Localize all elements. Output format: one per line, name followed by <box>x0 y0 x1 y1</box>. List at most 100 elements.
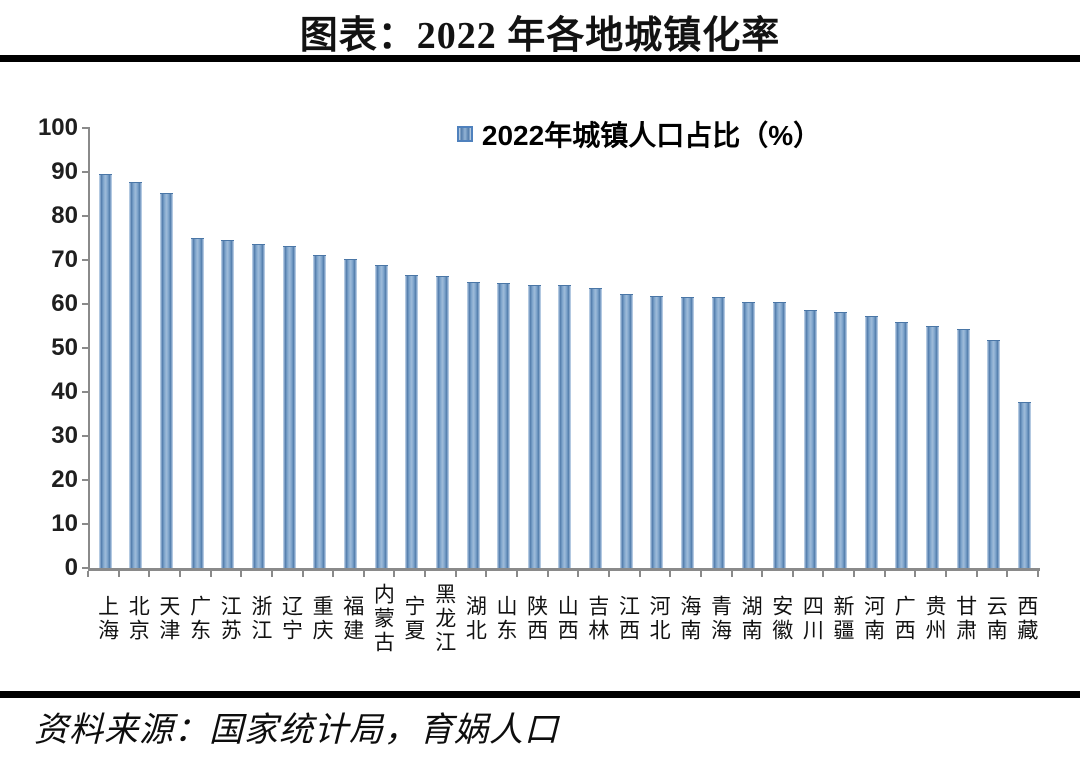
footer-divider <box>0 691 1080 698</box>
x-axis-label-江西: 江西 <box>616 595 641 643</box>
bar-slot-河南 <box>856 128 887 568</box>
x-axis-tick-mark <box>393 571 396 577</box>
x-axis-label-甘肃: 甘肃 <box>953 595 978 643</box>
bar-上海 <box>98 174 112 568</box>
x-axis-label-上海: 上海 <box>95 595 120 643</box>
x-axis-tick-mark <box>883 571 886 577</box>
bar-贵州 <box>926 325 940 568</box>
y-axis-tick-mark <box>82 303 90 305</box>
bar-天津 <box>160 192 174 568</box>
x-axis-tick-mark <box>1006 571 1009 577</box>
x-axis-tick-mark <box>975 571 978 577</box>
x-axis-label-贵州: 贵州 <box>922 595 947 643</box>
bar-slot-云南 <box>979 128 1010 568</box>
x-axis-label-北京: 北京 <box>126 595 151 643</box>
x-axis-label-湖北: 湖北 <box>463 595 488 643</box>
x-axis-label-山东: 山东 <box>493 595 518 643</box>
y-axis-tick-mark <box>82 391 90 393</box>
x-axis-tick-mark <box>945 571 948 577</box>
bar-slot-海南 <box>672 128 703 568</box>
x-axis-tick-mark <box>301 571 304 577</box>
bar-slot-宁夏 <box>396 128 427 568</box>
y-axis-tick-mark <box>82 215 90 217</box>
bar-吉林 <box>589 288 603 568</box>
x-axis-tick-mark <box>577 571 580 577</box>
plot-area <box>88 128 1040 571</box>
source-note: 资料来源：国家统计局，育娲人口 <box>34 712 559 749</box>
legend-marker-icon <box>456 126 473 142</box>
bar-西藏 <box>1018 402 1032 568</box>
x-axis-label-安徽: 安徽 <box>769 595 794 643</box>
x-axis-tick-mark <box>546 571 549 577</box>
x-axis-tick-mark <box>270 571 273 577</box>
x-axis-label-海南: 海南 <box>677 595 702 643</box>
x-axis-label-广西: 广西 <box>892 595 917 643</box>
x-axis-label-陕西: 陕西 <box>524 595 549 643</box>
y-axis-tick-label: 100 <box>37 114 78 141</box>
x-axis-tick-mark <box>87 571 89 577</box>
bar-slot-湖北 <box>458 128 489 568</box>
x-axis-label-吉林: 吉林 <box>585 595 610 643</box>
bar-slot-贵州 <box>917 128 948 568</box>
bar-slot-浙江 <box>243 128 274 568</box>
bar-slot-上海 <box>90 128 121 568</box>
y-axis-tick-label: 50 <box>51 334 78 361</box>
x-axis-tick-mark <box>730 571 733 577</box>
x-axis-label-西藏: 西藏 <box>1014 595 1039 643</box>
x-axis-label-新疆: 新疆 <box>831 595 856 643</box>
x-axis-tick-mark <box>240 571 243 577</box>
y-axis-tick-label: 80 <box>51 202 78 229</box>
bar-江苏 <box>221 239 235 568</box>
bar-宁夏 <box>405 275 419 568</box>
bar-slot-四川 <box>795 128 826 568</box>
y-axis-tick-mark <box>82 523 90 525</box>
bar-湖北 <box>466 282 480 568</box>
bar-slot-辽宁 <box>274 128 305 568</box>
x-axis-label-辽宁: 辽宁 <box>279 595 304 643</box>
bar-海南 <box>680 296 694 568</box>
x-axis-tick-mark <box>362 571 365 577</box>
y-axis-tick-mark <box>82 567 90 569</box>
bar-陕西 <box>527 285 541 568</box>
bar-湖南 <box>742 301 756 568</box>
x-axis-tick-mark <box>822 571 825 577</box>
x-axis-tick-mark <box>209 571 212 577</box>
x-axis-tick-mark <box>914 571 917 577</box>
page-title: 图表：2022 年各地城镇化率 <box>299 15 781 57</box>
x-axis-label-山西: 山西 <box>555 595 580 643</box>
x-axis-tick-mark <box>148 571 151 577</box>
x-axis-tick-mark <box>699 571 702 577</box>
bar-广西 <box>895 321 909 568</box>
x-axis-label-广东: 广东 <box>187 595 212 643</box>
x-axis-tick-mark <box>178 571 181 577</box>
bar-slot-广东 <box>182 128 213 568</box>
y-axis-tick-label: 10 <box>51 510 78 537</box>
y-axis-tick-mark <box>82 347 90 349</box>
bar-slot-湖南 <box>733 128 764 568</box>
x-axis-label-宁夏: 宁夏 <box>402 595 427 643</box>
bar-slot-福建 <box>335 128 366 568</box>
chart-legend: 2022年城镇人口占比（%） <box>88 114 1080 154</box>
x-axis-label-重庆: 重庆 <box>310 595 335 643</box>
bar-青海 <box>711 297 725 568</box>
x-axis-label-云南: 云南 <box>984 595 1009 643</box>
bar-slot-广西 <box>887 128 918 568</box>
y-axis-tick-mark <box>82 127 90 129</box>
x-axis-tick-mark <box>117 571 120 577</box>
bar-slot-北京 <box>121 128 152 568</box>
x-axis-label-浙江: 浙江 <box>248 595 273 643</box>
bar-slot-甘肃 <box>948 128 979 568</box>
bar-辽宁 <box>282 245 296 568</box>
bar-广东 <box>190 237 204 568</box>
x-axis-tick-mark <box>1037 571 1039 577</box>
bar-slot-新疆 <box>825 128 856 568</box>
bar-江西 <box>619 293 633 568</box>
x-axis-tick-mark <box>638 571 641 577</box>
bar-slot-内蒙古 <box>366 128 397 568</box>
x-axis-tick-mark <box>761 571 764 577</box>
bar-slot-吉林 <box>580 128 611 568</box>
bar-安徽 <box>772 302 786 568</box>
bar-slot-黑龙江 <box>427 128 458 568</box>
x-axis-tick-mark <box>516 571 519 577</box>
